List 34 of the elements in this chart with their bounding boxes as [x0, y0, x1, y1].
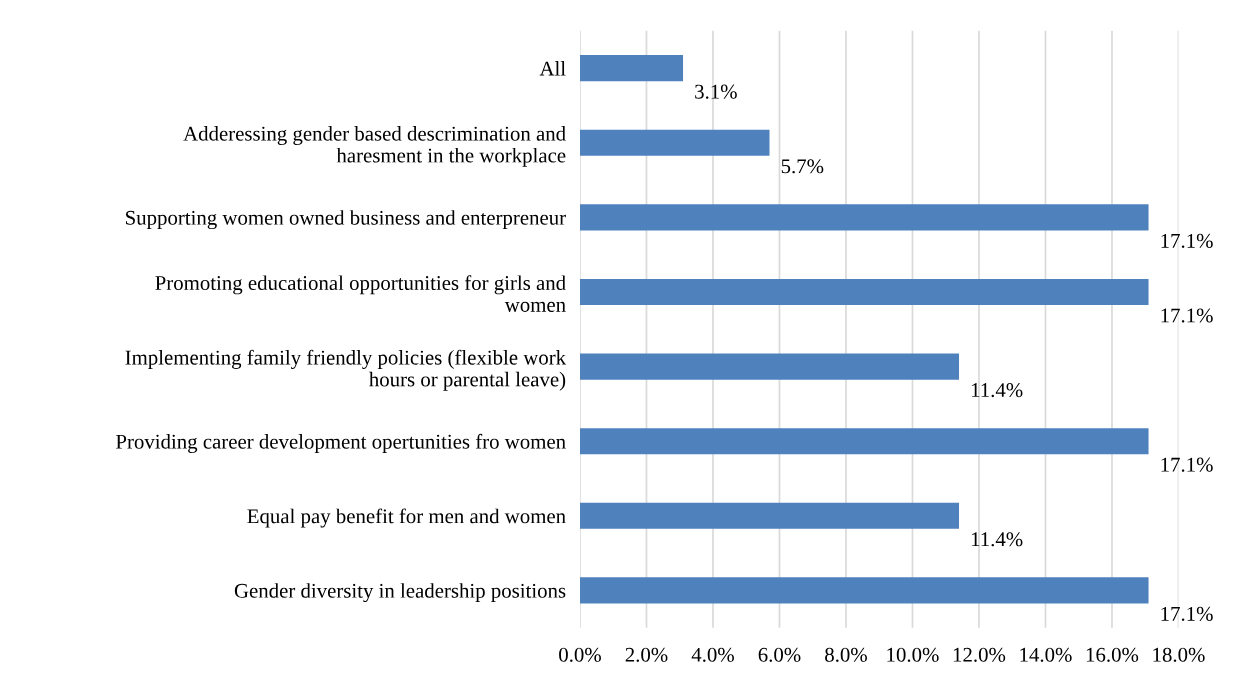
bar	[579, 577, 1149, 604]
x-tick-label: 14.0%	[1020, 647, 1072, 662]
data-label: 17.1%	[1161, 606, 1213, 621]
x-tick-label: 18.0%	[1153, 647, 1205, 662]
x-tick-label: 4.0%	[691, 647, 734, 662]
y-tick-label: Implementing family friendly policies (flexible work hours or parental leave)	[125, 349, 567, 391]
data-label: 17.1%	[1161, 457, 1213, 472]
data-label: 11.4%	[971, 383, 1023, 398]
bar	[579, 204, 1149, 231]
y-tick-label: Providing career development opertunities fro women	[116, 433, 566, 454]
x-tick-label: 16.0%	[1086, 647, 1139, 662]
bar	[579, 353, 960, 380]
bar	[579, 55, 684, 82]
data-label: 3.1%	[695, 84, 737, 99]
y-tick-label: Equal pay benefit for men and women	[247, 508, 566, 528]
x-tick-label: 2.0%	[625, 647, 668, 662]
bar	[579, 278, 1149, 306]
y-tick-label: Gender diversity in leadership positions	[234, 583, 566, 603]
y-tick-label: Promoting educational opportunities for girls and women	[155, 275, 566, 312]
y-tick-label: All	[539, 60, 566, 76]
x-tick-label: 6.0%	[758, 647, 801, 662]
x-tick-label: 10.0%	[887, 647, 939, 662]
data-label: 17.1%	[1161, 308, 1213, 323]
x-tick-label: 0.0%	[559, 647, 601, 662]
bar	[579, 502, 960, 529]
data-label: 17.1%	[1161, 233, 1213, 248]
bar	[579, 129, 770, 156]
data-label: 11.4%	[971, 532, 1023, 547]
y-tick-label: Supporting women owned business and enterpreneur	[126, 210, 566, 230]
data-label: 5.7%	[781, 159, 824, 174]
bar	[579, 428, 1149, 455]
x-tick-label: 8.0%	[825, 647, 867, 662]
x-tick-label: 12.0%	[953, 647, 1006, 662]
y-tick-label: Adderessing gender based descrimination and haresment in the workplace	[183, 126, 566, 167]
